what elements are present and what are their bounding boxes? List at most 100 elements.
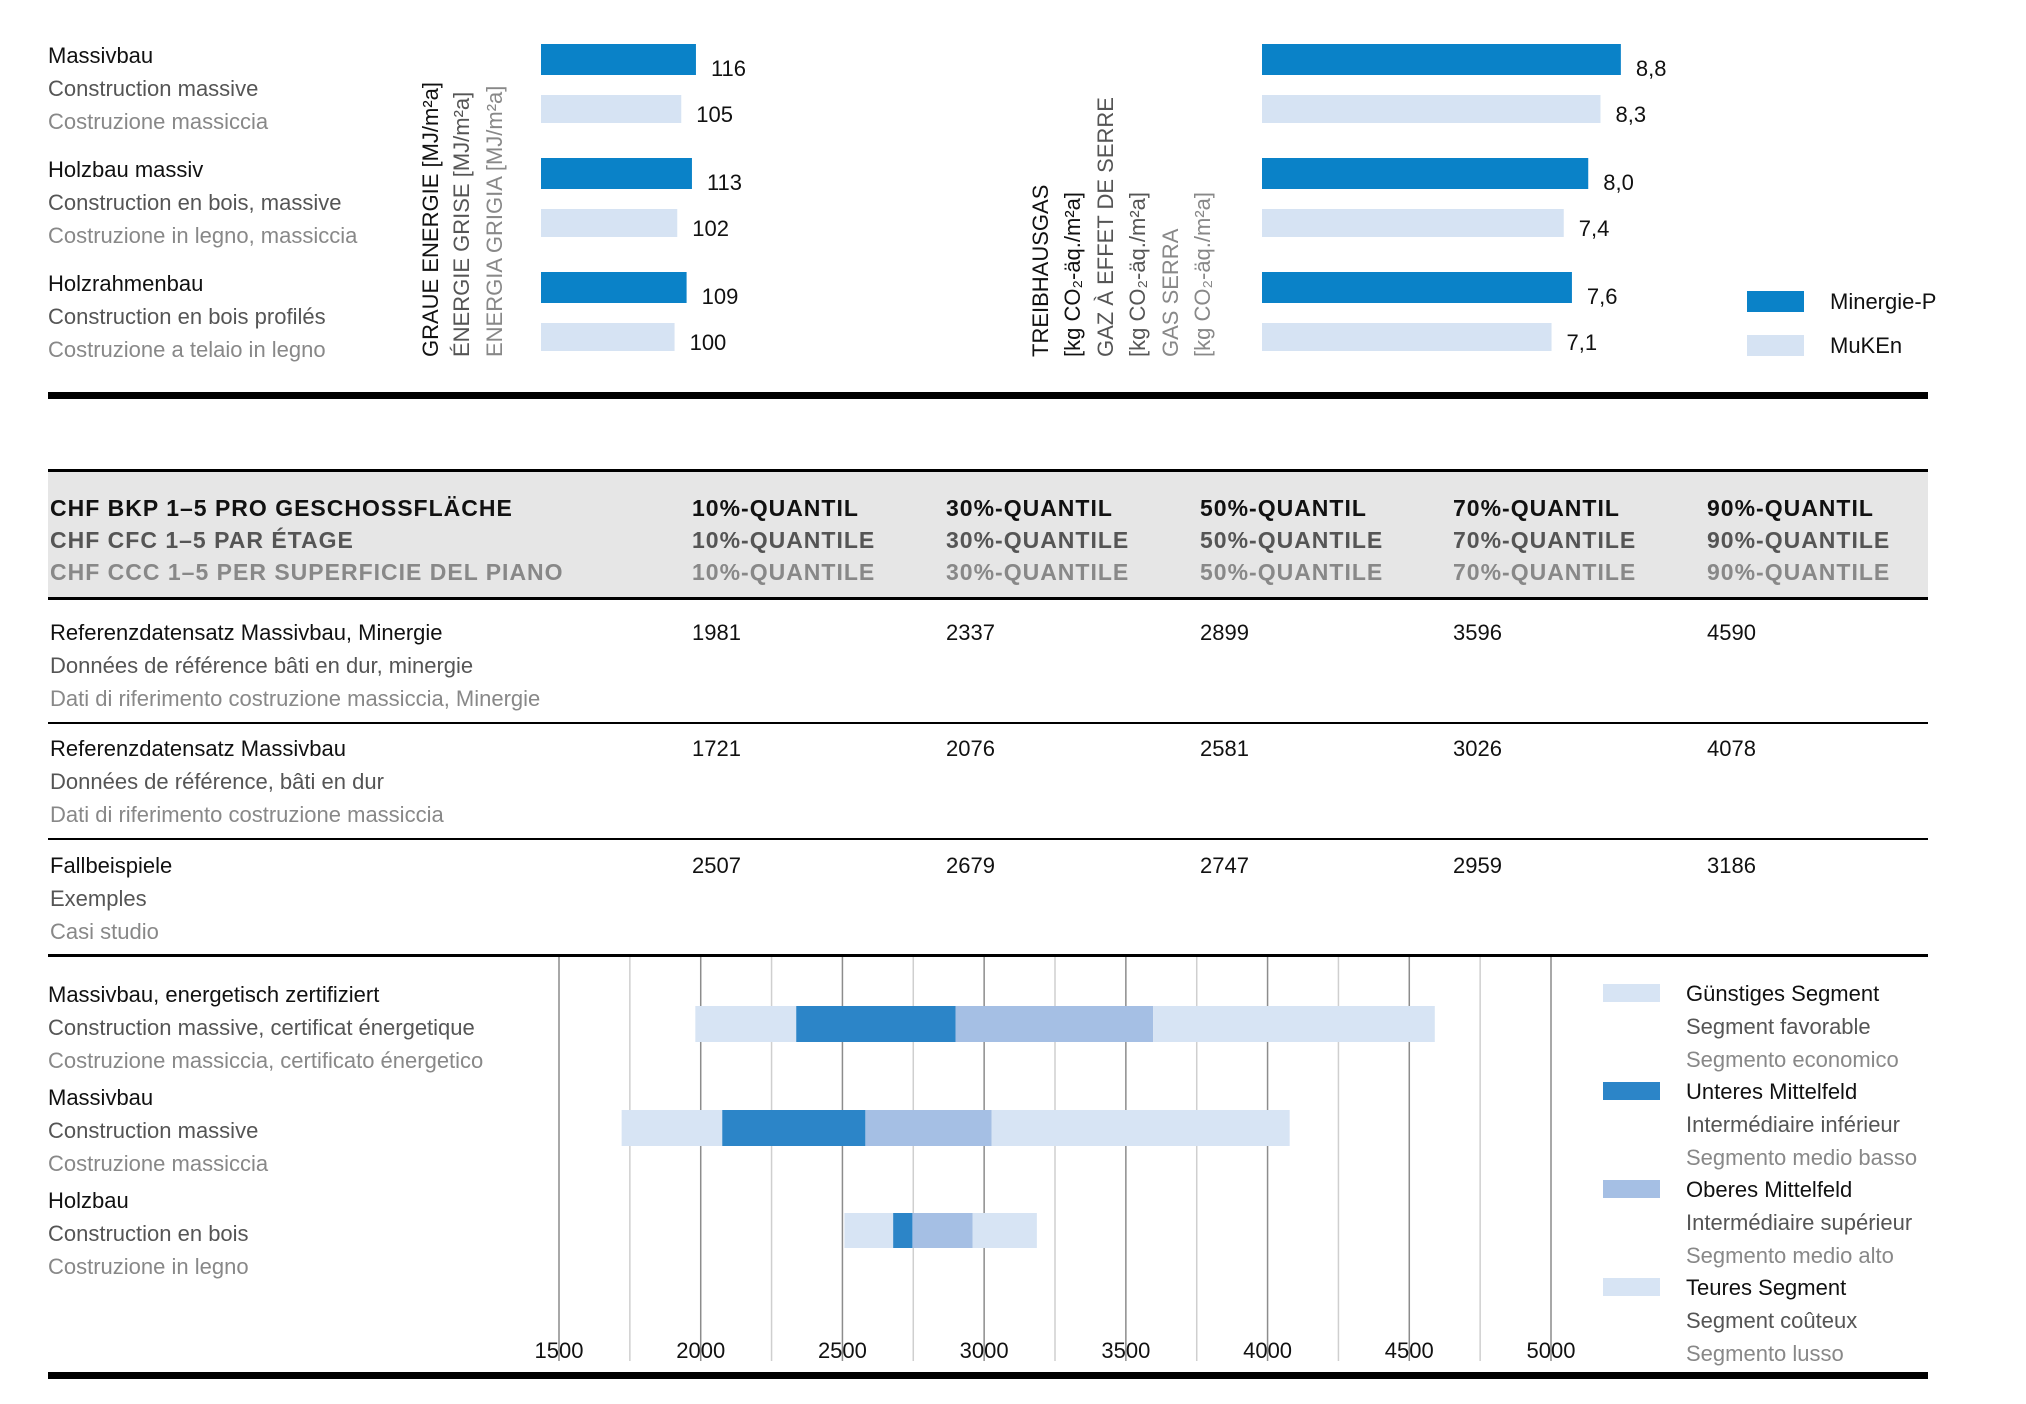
grid-line [1479, 957, 1481, 1361]
grid-line [1266, 957, 1269, 1361]
grid-line [629, 957, 631, 1361]
grid-line [1195, 957, 1198, 1361]
category-label: Construction massive [48, 1118, 258, 1143]
bar [541, 323, 675, 351]
legend-label: Teures Segment [1686, 1275, 1846, 1300]
table-cell: 1981 [692, 620, 741, 645]
legend-label: Segmento medio alto [1686, 1243, 1894, 1268]
grid-line [1337, 957, 1340, 1361]
category-label: Costruzione massiccia, certificato énerg… [48, 1048, 483, 1073]
table-column-header: 90%-QUANTIL [1707, 495, 1874, 521]
legend-label: Intermédiaire supérieur [1686, 1210, 1912, 1235]
range-segment [722, 1110, 866, 1146]
range-segment [844, 1213, 894, 1248]
data-label: 8,0 [1603, 170, 1634, 195]
legend-label: Unteres Mittelfeld [1686, 1079, 1857, 1104]
table-column-header: 70%-QUANTILE [1453, 527, 1636, 553]
data-label: 7,4 [1579, 216, 1610, 241]
table-row-label: Referenzdatensatz Massivbau, Minergie [50, 620, 443, 645]
category-label: Construction en bois [48, 1221, 249, 1246]
legend-label: Minergie-P [1830, 289, 1936, 314]
table-cell: 2959 [1453, 853, 1502, 878]
table-column-header: 90%-QUANTILE [1707, 559, 1890, 585]
table-column-header: 50%-QUANTILE [1200, 559, 1383, 585]
data-label: 8,3 [1615, 102, 1646, 127]
table-body: Referenzdatensatz Massivbau, Minergie Don… [48, 620, 1928, 957]
table-row-rule [48, 722, 1928, 724]
grid-line [558, 957, 560, 1361]
table-column-header: 90%-QUANTILE [1707, 527, 1890, 553]
range-segment [796, 1006, 956, 1042]
table-cell: 3186 [1707, 853, 1756, 878]
grey-energy-bars: 116 113 109 105 102 100 [541, 44, 746, 355]
x-tick-label: 4500 [1385, 1338, 1434, 1363]
range-segment [695, 1006, 797, 1042]
category-label: Massivbau [48, 1085, 153, 1110]
table-column-header: 10%-QUANTILE [692, 527, 875, 553]
legend-label: Segmento medio basso [1686, 1145, 1917, 1170]
table-row-label: Données de référence bâti en dur, minerg… [50, 653, 473, 678]
greenhouse-gas-bars: 8,8 8,0 7,6 8,3 7,4 7,1 [1262, 44, 1666, 355]
table-header-label: CHF CCC 1–5 PER SUPERFICIE DEL PIANO [50, 559, 564, 585]
category-label: Costruzione massiccia [48, 109, 269, 134]
table-column-header: 50%-QUANTIL [1200, 495, 1367, 521]
table-cell: 1721 [692, 736, 741, 761]
grid-line [841, 957, 844, 1361]
axis-title: GRAUE ENERGIE [MJ/m²a] [418, 82, 443, 357]
table-cell: 2581 [1200, 736, 1249, 761]
legend-swatch [1603, 1278, 1660, 1296]
grid-line [699, 957, 702, 1361]
legend-swatch [1747, 291, 1804, 312]
legend-label: Intermédiaire inférieur [1686, 1112, 1900, 1137]
axis-title: TREIBHAUSGAS [1028, 185, 1053, 357]
data-label: 8,8 [1636, 56, 1667, 81]
grid-line [770, 957, 773, 1361]
legend-swatch [1747, 335, 1804, 356]
table-header-label: CHF BKP 1–5 PRO GESCHOSSFLÄCHE [50, 495, 513, 521]
table-cell: 2899 [1200, 620, 1249, 645]
table-column-header: 50%-QUANTILE [1200, 527, 1383, 553]
x-tick-label: 5000 [1527, 1338, 1576, 1363]
legend-label: Segment favorable [1686, 1014, 1871, 1039]
legend-swatch [1603, 1082, 1660, 1100]
legend-label: Segment coûteux [1686, 1308, 1857, 1333]
category-label: Costruzione in legno [48, 1254, 249, 1279]
bar [541, 209, 678, 237]
bar [1262, 209, 1564, 237]
axis-title: GAZ À EFFET DE SERRE [1093, 97, 1118, 357]
table-cell: 3596 [1453, 620, 1502, 645]
legend-label: Segmento lusso [1686, 1341, 1844, 1366]
table-cell: 2747 [1200, 853, 1249, 878]
table-row-label: Exemples [50, 886, 147, 911]
range-grid [558, 957, 1552, 1361]
bar [1262, 272, 1572, 303]
bar [541, 44, 696, 75]
data-label: 102 [692, 216, 729, 241]
table-row-label: Referenzdatensatz Massivbau [50, 736, 346, 761]
table-column-header: 10%-QUANTIL [692, 495, 859, 521]
range-segment [865, 1110, 992, 1146]
category-label: Costruzione a telaio in legno [48, 337, 326, 362]
category-labels: Massivbau Construction massive Costruzione… [48, 43, 358, 362]
table-header-rule [48, 597, 1928, 600]
grid-line [912, 957, 915, 1361]
axis-title: [kg CO₂-äq./m²a] [1060, 192, 1085, 357]
range-bars [621, 1006, 1435, 1248]
table-column-header: 30%-QUANTIL [946, 495, 1113, 521]
top-legend: Minergie-P MuKEn [1747, 289, 1936, 358]
range-legend: Günstiges Segment Segment favorable Segmen… [1603, 981, 1917, 1366]
axis-title: [kg CO₂-äq./m²a] [1125, 192, 1150, 357]
data-label: 100 [690, 330, 727, 355]
range-segment [972, 1213, 1037, 1248]
table-cell: 2337 [946, 620, 995, 645]
table-row-label: Fallbeispiele [50, 853, 172, 878]
category-label: Massivbau, energetisch zertifiziert [48, 982, 379, 1007]
table-column-header: 30%-QUANTILE [946, 559, 1129, 585]
data-label: 7,1 [1567, 330, 1598, 355]
legend-label: Günstiges Segment [1686, 981, 1879, 1006]
axis-title: ENERGIA GRIGIA [MJ/m²a] [482, 86, 507, 357]
data-label: 116 [711, 56, 746, 81]
table-row-label: Dati di riferimento costruzione massicci… [50, 686, 540, 711]
table-row-label: Casi studio [50, 919, 159, 944]
